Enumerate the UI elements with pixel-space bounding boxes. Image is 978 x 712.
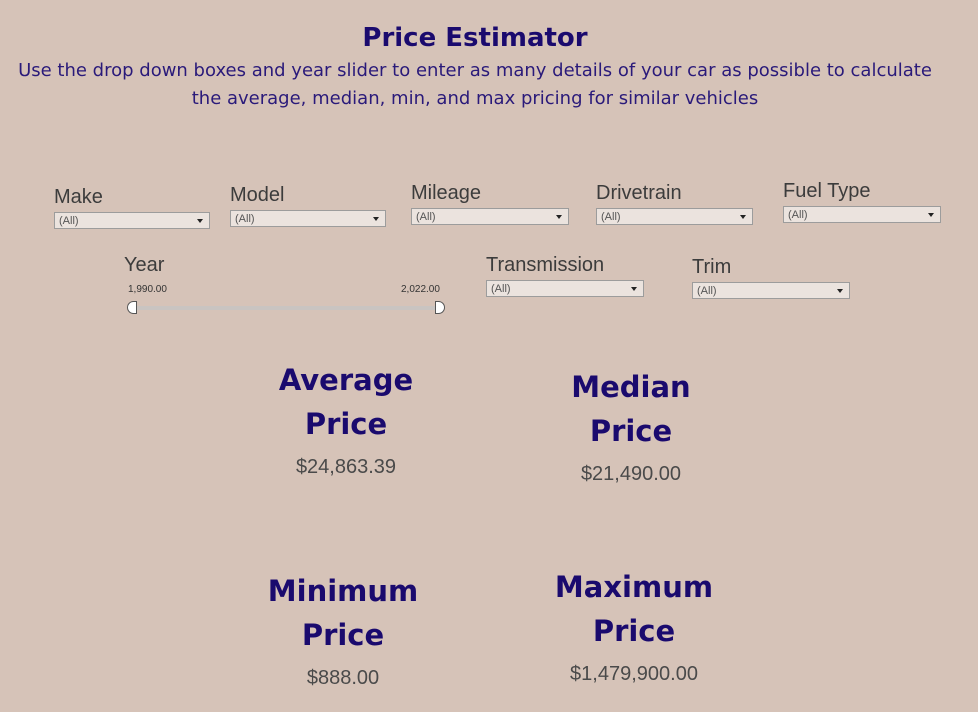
chevron-down-icon — [373, 217, 379, 221]
chevron-down-icon — [740, 215, 746, 219]
chevron-down-icon — [928, 213, 934, 217]
minimum-price-title-line1: Minimum — [267, 574, 419, 608]
chevron-down-icon — [556, 215, 562, 219]
make-dropdown-value: (All) — [59, 215, 79, 227]
maximum-price-title-line2: Price — [592, 614, 676, 648]
chevron-down-icon — [631, 287, 637, 291]
year-min-value: 1,990.00 — [128, 284, 167, 295]
fuel-type-label: Fuel Type — [783, 180, 871, 202]
chevron-down-icon — [837, 289, 843, 293]
minimum-price-title-line2: Price — [301, 618, 385, 652]
maximum-price-card: Maximum Price $1,479,900.00 — [514, 565, 754, 685]
median-price-title-line2: Price — [589, 414, 673, 448]
make-dropdown[interactable]: (All) — [54, 212, 210, 229]
year-min-handle[interactable] — [127, 301, 137, 314]
year-label: Year — [124, 254, 165, 276]
drivetrain-dropdown[interactable]: (All) — [596, 208, 753, 225]
fuel-type-dropdown-value: (All) — [788, 209, 808, 221]
make-label: Make — [54, 186, 103, 208]
fuel-type-dropdown[interactable]: (All) — [783, 206, 941, 223]
average-price-title-line2: Price — [304, 407, 388, 441]
trim-dropdown[interactable]: (All) — [692, 282, 850, 299]
instructions-line-2: the average, median, min, and max pricin… — [191, 88, 759, 109]
trim-label: Trim — [692, 256, 732, 278]
median-price-card: Median Price $21,490.00 — [511, 365, 751, 485]
year-slider-track[interactable] — [132, 306, 442, 310]
transmission-dropdown-value: (All) — [491, 283, 511, 295]
drivetrain-dropdown-value: (All) — [601, 211, 621, 223]
chevron-down-icon — [197, 219, 203, 223]
transmission-dropdown[interactable]: (All) — [486, 280, 644, 297]
year-max-value: 2,022.00 — [401, 284, 440, 295]
page-title: Price Estimator — [362, 23, 588, 53]
average-price-card: Average Price $24,863.39 — [226, 358, 466, 478]
average-price-value: $24,863.39 — [295, 456, 397, 478]
mileage-dropdown-value: (All) — [416, 211, 436, 223]
minimum-price-value: $888.00 — [306, 667, 380, 689]
year-slider: Year 1,990.00 2,022.00 — [124, 254, 454, 324]
instructions-line-1: Use the drop down boxes and year slider … — [18, 60, 932, 81]
median-price-title-line1: Median — [571, 370, 691, 404]
model-dropdown-value: (All) — [235, 213, 255, 225]
average-price-title-line1: Average — [278, 363, 414, 397]
model-label: Model — [230, 184, 285, 206]
transmission-label: Transmission — [486, 254, 605, 276]
year-max-handle[interactable] — [435, 301, 445, 314]
model-dropdown[interactable]: (All) — [230, 210, 386, 227]
maximum-price-title-line1: Maximum — [554, 570, 714, 604]
mileage-dropdown[interactable]: (All) — [411, 208, 569, 225]
drivetrain-label: Drivetrain — [596, 182, 682, 204]
median-price-value: $21,490.00 — [580, 463, 682, 485]
minimum-price-card: Minimum Price $888.00 — [223, 569, 463, 689]
maximum-price-value: $1,479,900.00 — [570, 663, 698, 685]
mileage-label: Mileage — [411, 182, 482, 204]
trim-dropdown-value: (All) — [697, 285, 717, 297]
